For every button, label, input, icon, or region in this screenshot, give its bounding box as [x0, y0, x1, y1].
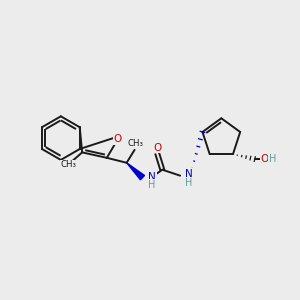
Text: O: O: [261, 154, 269, 164]
Text: H: H: [185, 178, 193, 188]
Text: CH₃: CH₃: [60, 160, 76, 169]
Text: O: O: [153, 143, 161, 153]
Polygon shape: [127, 163, 145, 180]
Text: CH₃: CH₃: [128, 140, 144, 148]
Text: N: N: [148, 172, 156, 182]
Text: H: H: [148, 180, 156, 190]
Text: H: H: [269, 154, 276, 164]
Text: N: N: [185, 169, 193, 179]
Text: O: O: [113, 134, 122, 144]
Text: H: H: [265, 154, 272, 164]
